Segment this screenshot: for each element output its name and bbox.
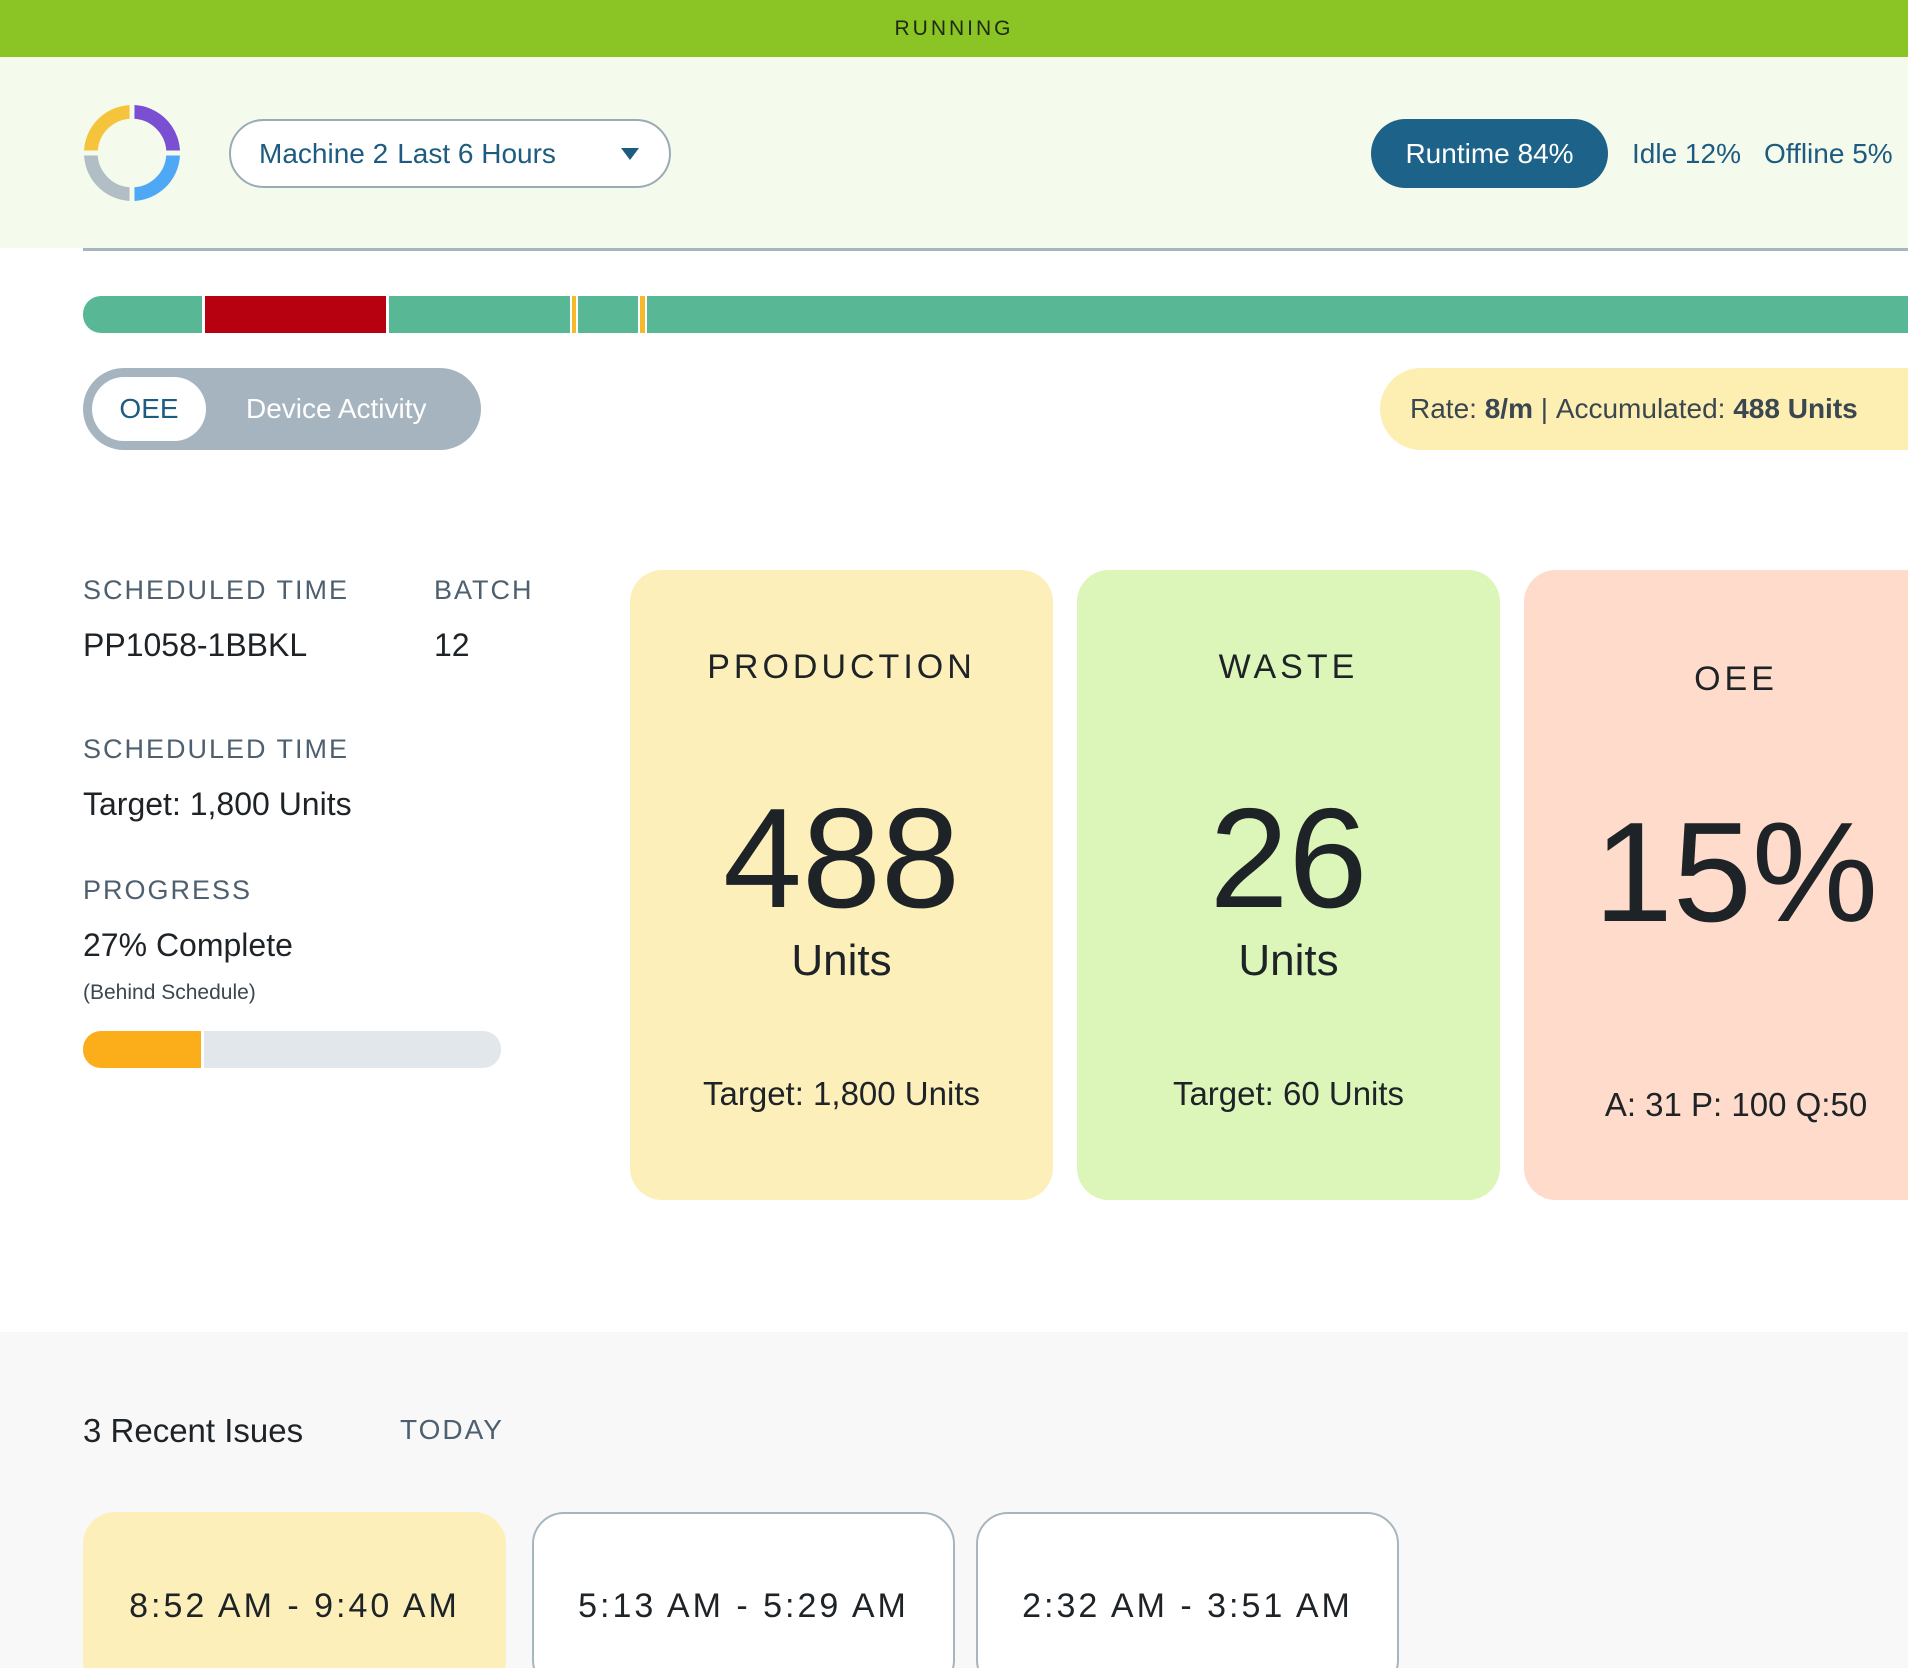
accumulated-label: Accumulated:	[1555, 393, 1726, 424]
scheduled-target-value: Target: 1,800 Units	[83, 786, 352, 822]
oee-value: 15%	[1593, 793, 1879, 952]
progress-label: PROGRESS	[83, 875, 253, 905]
waste-unit: Units	[1238, 936, 1339, 985]
timeline-divider	[386, 296, 389, 333]
period-label: Last 6 Hours	[397, 137, 556, 169]
waste-card[interactable]: WASTE 26 Units Target: 60 Units	[1077, 570, 1500, 1200]
waste-value: 26	[1209, 779, 1368, 938]
waste-title: WASTE	[1218, 648, 1359, 686]
rate-summary: Rate: 8/m | Accumulated: 488 Units	[1380, 368, 1908, 450]
rate-label: Rate:	[1410, 393, 1477, 424]
rate-value: 8/m	[1484, 393, 1533, 424]
toggle-oee[interactable]: OEE	[92, 377, 206, 441]
view-toggle[interactable]: OEE Device Activity	[83, 368, 481, 450]
waste-target: Target: 60 Units	[1172, 1075, 1405, 1112]
status-bar: RUNNING	[0, 0, 1908, 57]
issue-time: 2:32 AM - 3:51 AM	[1022, 1587, 1353, 1625]
progress-value: 27% Complete	[83, 927, 293, 963]
scheduled-time-label: SCHEDULED TIME	[83, 575, 350, 605]
timeline-offline-segment[interactable]	[205, 296, 386, 333]
idle-stat[interactable]: Idle 12%	[1632, 137, 1741, 169]
donut-logo-icon	[83, 104, 181, 202]
batch-value: 12	[434, 627, 470, 663]
status-label: RUNNING	[894, 16, 1014, 40]
production-unit: Units	[791, 936, 892, 985]
production-target: Target: 1,800 Units	[703, 1075, 980, 1112]
timeline-idle-segment[interactable]	[638, 296, 647, 333]
issues-filter-today[interactable]: TODAY	[400, 1414, 504, 1445]
chevron-down-icon	[621, 148, 639, 160]
offline-stat[interactable]: Offline 5%	[1764, 137, 1893, 169]
timeline-idle-segment[interactable]	[570, 296, 578, 333]
progress-note: (Behind Schedule)	[83, 981, 256, 1004]
oee-card[interactable]: OEE 15% A: 31 P: 100 Q:50	[1524, 570, 1908, 1200]
machine-name: Machine 2	[259, 137, 389, 169]
activity-timeline[interactable]	[83, 296, 1908, 333]
production-value: 488	[723, 779, 960, 938]
machine-period-dropdown[interactable]: Machine 2 Last 6 Hours	[229, 119, 671, 188]
issue-card[interactable]: 2:32 AM - 3:51 AM	[976, 1512, 1399, 1668]
runtime-stat[interactable]: Runtime 84%	[1371, 119, 1608, 188]
production-title: PRODUCTION	[707, 648, 976, 686]
issue-time: 5:13 AM - 5:29 AM	[578, 1587, 909, 1625]
rate-separator: |	[1540, 393, 1549, 424]
oee-title: OEE	[1694, 660, 1778, 698]
oee-breakdown: A: 31 P: 100 Q:50	[1604, 1086, 1868, 1123]
recent-issues-title: 3 Recent Isues	[83, 1412, 304, 1449]
header-divider	[83, 248, 1908, 251]
header: Machine 2 Last 6 Hours Runtime 84% Idle …	[0, 57, 1908, 248]
timeline-divider	[202, 296, 205, 333]
progress-bar	[83, 1031, 501, 1068]
scheduled-target-label: SCHEDULED TIME	[83, 734, 350, 764]
issue-time: 8:52 AM - 9:40 AM	[129, 1587, 460, 1625]
accumulated-value: 488 Units	[1733, 393, 1858, 424]
issue-card[interactable]: 8:52 AM - 9:40 AM	[83, 1512, 506, 1668]
scheduled-time-value: PP1058-1BBKL	[83, 627, 308, 663]
recent-issues-section: 3 Recent Isues TODAY 8:52 AM - 9:40 AM 5…	[0, 1332, 1908, 1668]
toggle-device-activity[interactable]: Device Activity	[246, 393, 427, 424]
issue-card[interactable]: 5:13 AM - 5:29 AM	[532, 1512, 955, 1668]
production-card[interactable]: PRODUCTION 488 Units Target: 1,800 Units	[630, 570, 1053, 1200]
progress-bar-fill	[83, 1031, 205, 1068]
batch-label: BATCH	[434, 575, 534, 605]
